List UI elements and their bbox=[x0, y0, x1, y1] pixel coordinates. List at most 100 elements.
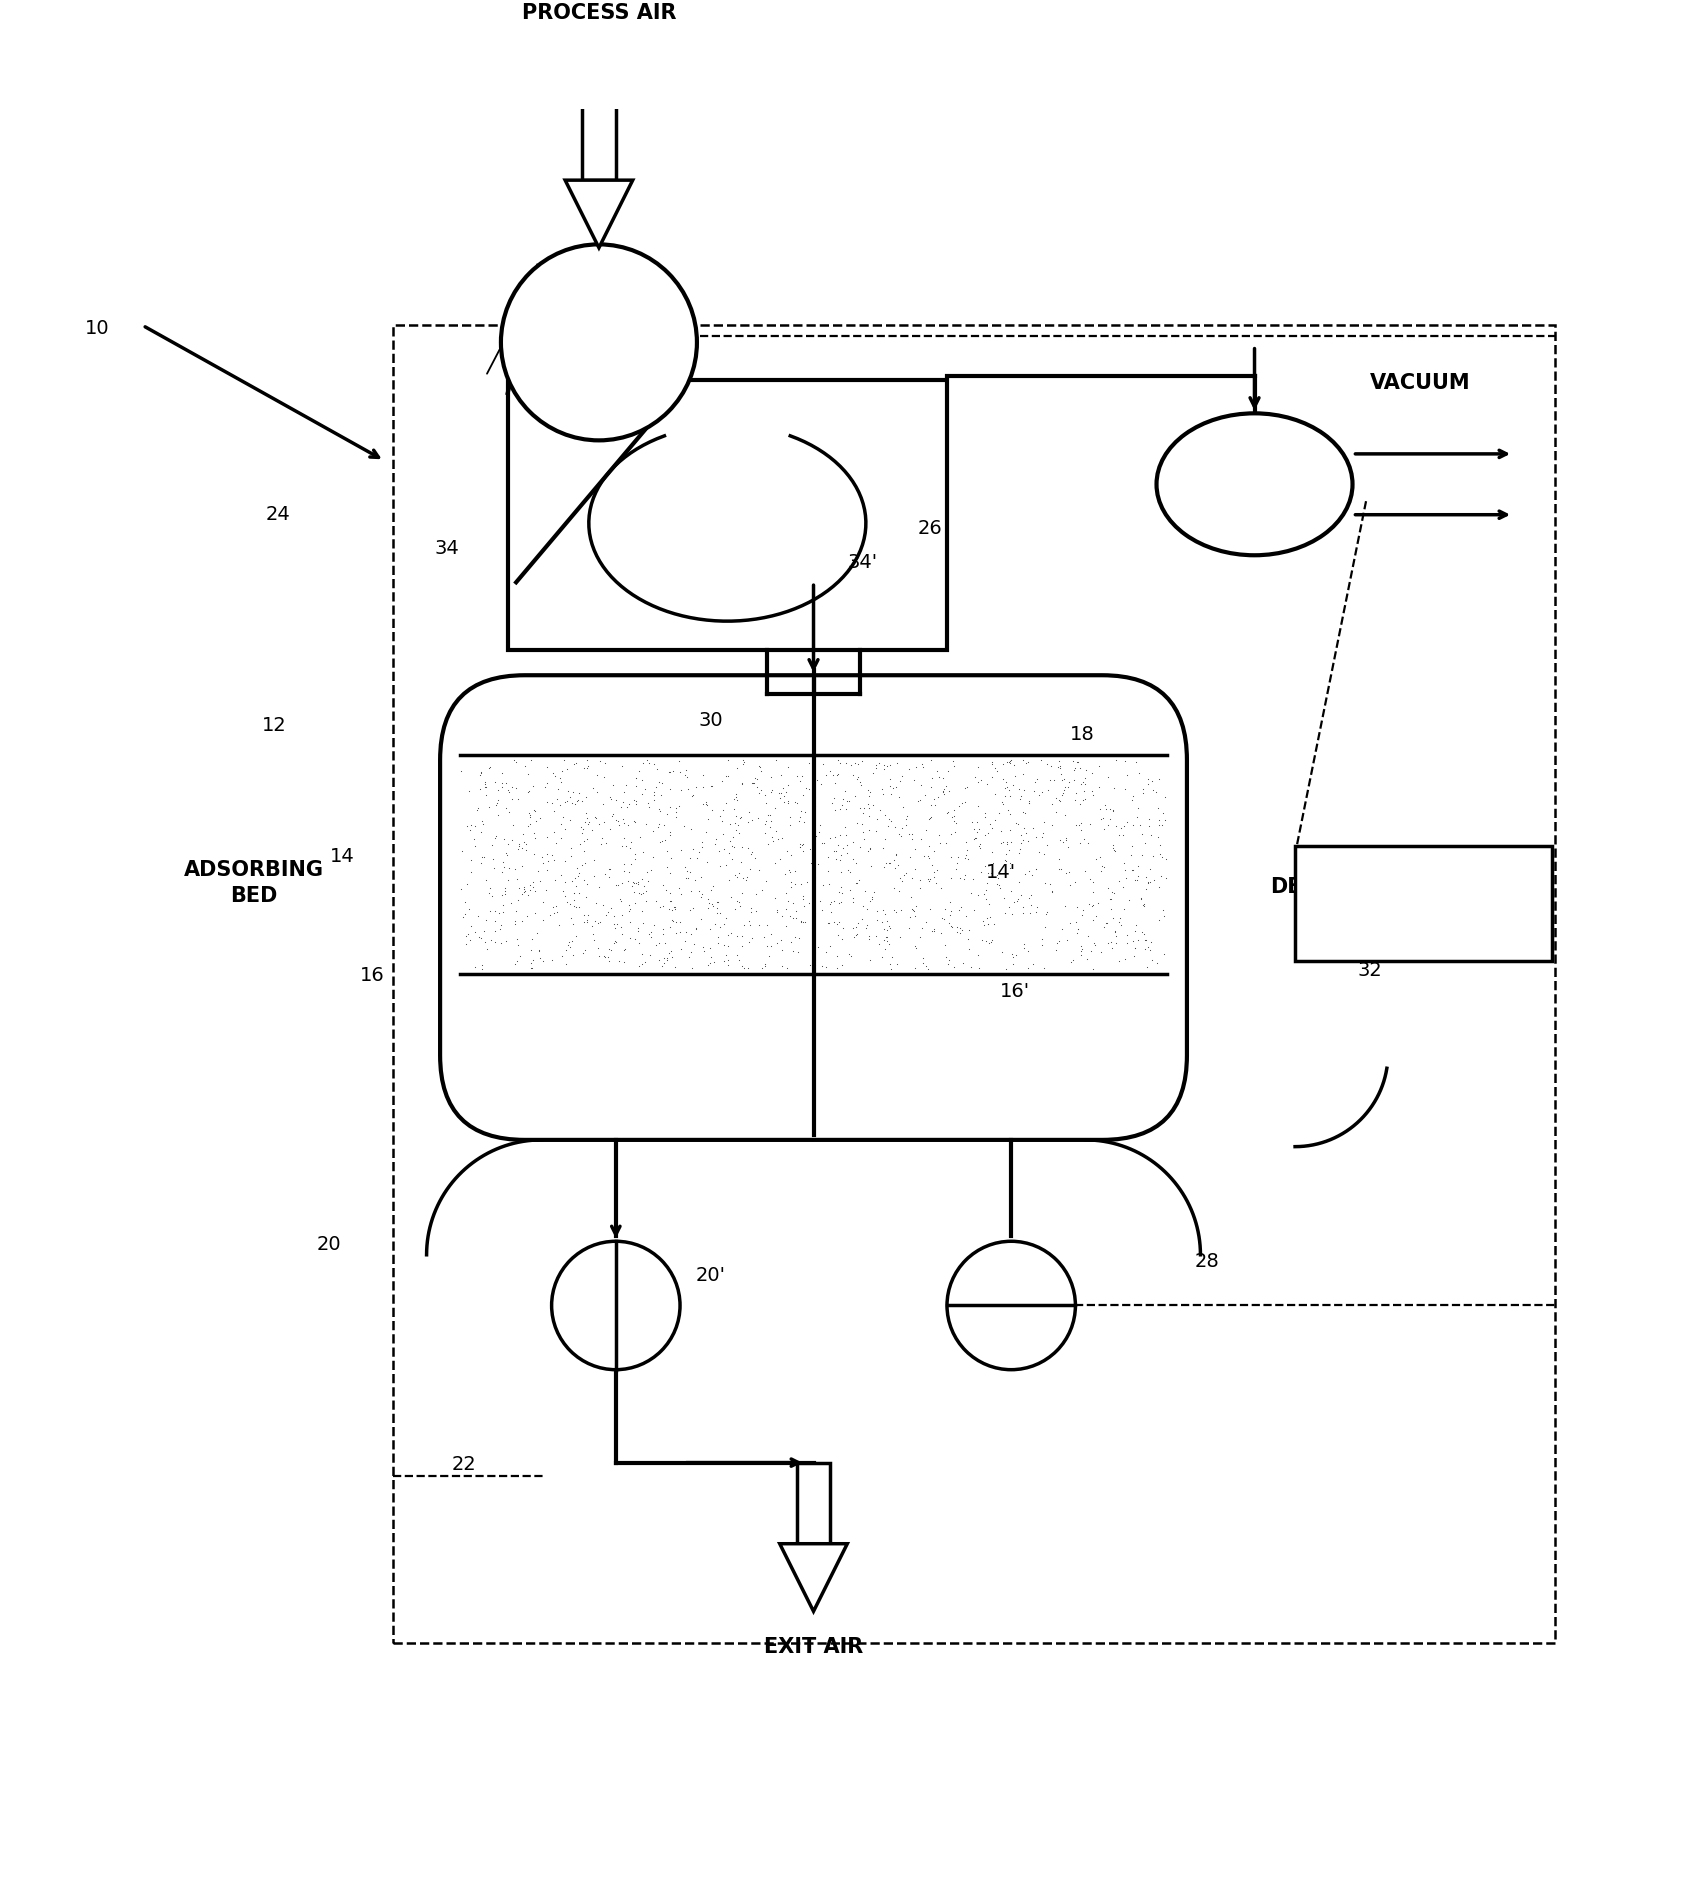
Point bbox=[752, 809, 779, 840]
Point bbox=[912, 951, 939, 981]
Point bbox=[525, 855, 552, 885]
Point bbox=[492, 876, 520, 906]
Point bbox=[654, 798, 681, 828]
Point bbox=[791, 908, 818, 938]
Point bbox=[1105, 821, 1133, 851]
Point bbox=[516, 798, 543, 828]
Point bbox=[973, 770, 1000, 800]
Point bbox=[621, 762, 649, 792]
Point bbox=[688, 883, 715, 913]
Point bbox=[693, 847, 720, 877]
Point bbox=[924, 755, 951, 785]
Point bbox=[679, 781, 706, 811]
Point bbox=[932, 942, 959, 972]
Point bbox=[632, 947, 659, 978]
Point bbox=[662, 802, 689, 832]
Point bbox=[630, 838, 657, 868]
Point bbox=[767, 760, 795, 790]
Point bbox=[1068, 940, 1095, 970]
Point bbox=[640, 779, 667, 809]
Point bbox=[854, 910, 881, 940]
Point bbox=[834, 787, 861, 817]
Point bbox=[902, 902, 929, 932]
Point bbox=[1105, 908, 1133, 938]
Point bbox=[520, 872, 547, 902]
Point bbox=[1134, 764, 1161, 794]
Point bbox=[672, 927, 700, 957]
Point bbox=[975, 928, 1002, 959]
Point bbox=[554, 887, 581, 917]
Point bbox=[516, 876, 543, 906]
Point bbox=[876, 847, 903, 877]
Point bbox=[1112, 919, 1139, 949]
Point bbox=[886, 783, 914, 813]
Point bbox=[881, 813, 908, 843]
Point bbox=[530, 906, 557, 936]
Point bbox=[1054, 925, 1082, 955]
Point bbox=[778, 927, 805, 957]
Text: ADSORBING
BED: ADSORBING BED bbox=[185, 860, 324, 906]
Point bbox=[829, 877, 856, 908]
Point bbox=[869, 779, 897, 809]
Point bbox=[1019, 949, 1046, 980]
Point bbox=[830, 785, 857, 815]
Point bbox=[633, 857, 661, 887]
Point bbox=[919, 915, 946, 946]
Point bbox=[801, 936, 829, 966]
Point bbox=[788, 908, 815, 938]
Point bbox=[462, 811, 489, 841]
Circle shape bbox=[947, 1240, 1075, 1369]
Point bbox=[786, 806, 813, 836]
Point bbox=[920, 857, 947, 887]
Point bbox=[655, 859, 683, 889]
Point bbox=[540, 898, 567, 928]
Point bbox=[757, 930, 784, 961]
Point bbox=[703, 824, 730, 855]
Point bbox=[543, 785, 571, 815]
Point bbox=[513, 828, 540, 859]
Point bbox=[820, 760, 847, 790]
Point bbox=[559, 866, 586, 896]
Point bbox=[715, 838, 742, 868]
Point bbox=[1097, 894, 1124, 925]
Point bbox=[936, 908, 963, 938]
Point bbox=[947, 862, 975, 893]
Point bbox=[932, 770, 959, 800]
Point bbox=[788, 906, 815, 936]
Point bbox=[919, 849, 946, 879]
Point bbox=[988, 787, 1015, 817]
Point bbox=[571, 908, 598, 938]
Point bbox=[863, 749, 890, 779]
Point bbox=[980, 910, 1007, 940]
Point bbox=[723, 862, 751, 893]
Point bbox=[1007, 785, 1034, 815]
Point bbox=[657, 885, 684, 915]
Point bbox=[790, 836, 817, 866]
Point bbox=[839, 913, 866, 944]
Point bbox=[1099, 902, 1126, 932]
Point bbox=[475, 792, 503, 823]
Point bbox=[694, 949, 722, 980]
Point bbox=[752, 806, 779, 836]
Point bbox=[973, 904, 1000, 934]
Point bbox=[902, 891, 929, 921]
Point bbox=[472, 766, 499, 796]
Point bbox=[992, 883, 1019, 913]
Point bbox=[1139, 775, 1167, 806]
Point bbox=[503, 896, 530, 927]
Point bbox=[467, 758, 494, 789]
Point bbox=[501, 853, 528, 883]
Point bbox=[739, 768, 766, 798]
Point bbox=[788, 870, 815, 900]
Point bbox=[997, 745, 1024, 775]
Point bbox=[795, 773, 822, 804]
Point bbox=[672, 755, 700, 785]
Point bbox=[688, 862, 715, 893]
Point bbox=[571, 849, 598, 879]
Point bbox=[1053, 824, 1080, 855]
Point bbox=[798, 913, 825, 944]
Point bbox=[1110, 745, 1138, 775]
Point bbox=[511, 826, 538, 857]
Point bbox=[666, 790, 693, 821]
Point bbox=[893, 800, 920, 830]
